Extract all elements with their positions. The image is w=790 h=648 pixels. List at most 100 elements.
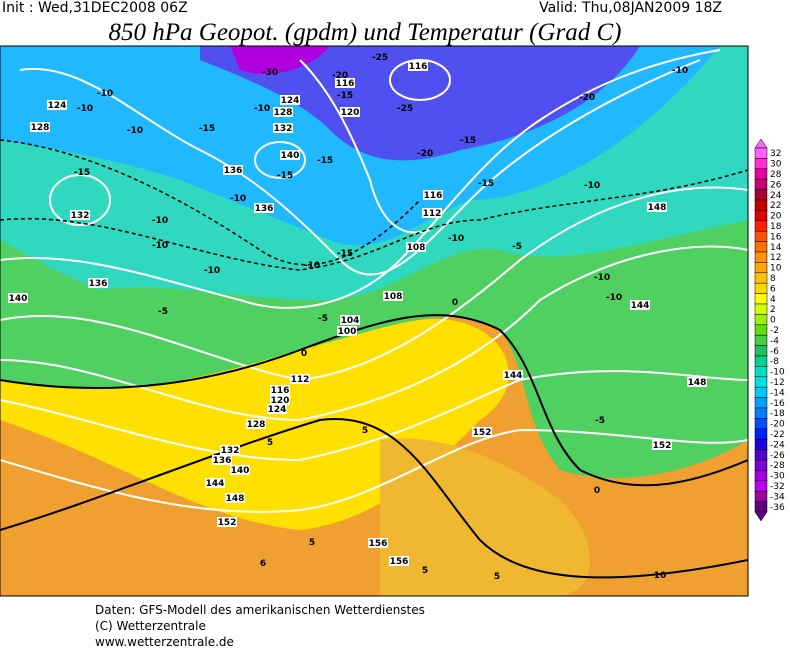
label-box (30, 122, 50, 132)
label-box (223, 165, 243, 175)
colorbar-swatch (754, 293, 768, 305)
colorbar-swatch (754, 324, 768, 336)
colorbar-swatch (754, 251, 768, 263)
colorbar-label: -34 (770, 492, 785, 502)
colorbar-label: -20 (770, 420, 785, 430)
contour-label: 128 (274, 108, 293, 118)
contour-label: -10 (127, 126, 143, 136)
contour-label: 136 (255, 204, 274, 214)
colorbar-swatch (754, 501, 768, 513)
colorbar-label: 30 (770, 160, 782, 170)
label-box (88, 278, 108, 288)
contour-label: 5 (267, 438, 273, 448)
contour-label: 144 (206, 479, 225, 489)
contour-label: -10 (584, 181, 600, 191)
contour-label: -25 (397, 104, 413, 114)
colorbar-swatch (754, 345, 768, 357)
contour-label: 5 (362, 426, 368, 436)
valid-time: Valid: Thu,08JAN2009 18Z (539, 0, 722, 16)
cold-area (200, 46, 640, 161)
contour-label: -5 (512, 242, 522, 252)
contour-label: 5 (494, 572, 500, 582)
contour-label: 124 (281, 96, 300, 106)
colorbar-swatch (754, 470, 768, 482)
colorbar-swatch (754, 418, 768, 430)
colorbar-label: -32 (770, 482, 785, 492)
contour-label: -10 (97, 89, 113, 99)
contour-label: -15 (199, 124, 215, 134)
colorbar-swatch (754, 220, 768, 232)
colorbar-label: -22 (770, 430, 785, 440)
contour-label: 148 (688, 378, 707, 388)
contour-label: -10 (672, 66, 688, 76)
colorbar-swatch (754, 428, 768, 440)
contour-label: -15 (337, 249, 353, 259)
label-box (647, 202, 667, 212)
label-box (472, 427, 492, 437)
coldest-area (230, 46, 330, 74)
label-box (254, 203, 274, 213)
contour-label: 152 (653, 441, 672, 451)
colorbar-label: 16 (770, 232, 782, 242)
label-box (270, 395, 290, 405)
colorbar-swatch (754, 147, 768, 159)
colorbar-swatch (754, 189, 768, 201)
label-box (280, 95, 300, 105)
contour-label: 148 (648, 203, 667, 213)
contour-label: -20 (579, 93, 595, 103)
colorbar-label: -14 (770, 388, 785, 398)
contour-label: 140 (281, 151, 300, 161)
colorbar-label: -36 (770, 503, 785, 513)
contour-label: -10 (152, 241, 168, 251)
contour-label: 112 (423, 209, 442, 219)
colorbar-label: 8 (770, 274, 776, 284)
contour-label: 136 (213, 456, 232, 466)
colorbar-label: 24 (770, 191, 782, 201)
colorbar-label: 32 (770, 149, 781, 159)
contour-label: 132 (221, 446, 240, 456)
footer-line: www.wetterzentrale.de (95, 635, 234, 648)
contour-label: 136 (89, 279, 108, 289)
label-box (687, 377, 707, 387)
contour-label: 148 (226, 494, 245, 504)
contour-label: 10 (654, 571, 667, 581)
contour-label: -15 (74, 168, 90, 178)
colorbar-swatch (754, 303, 768, 315)
colorbar-label: -24 (770, 440, 785, 450)
colorbar-label: -4 (770, 336, 779, 346)
colorbar-swatch (754, 386, 768, 398)
contour-label: 136 (224, 166, 243, 176)
contour-label: 108 (407, 243, 426, 253)
label-box (503, 370, 523, 380)
colorbar-swatch (754, 449, 768, 461)
contour-label: 128 (31, 123, 50, 133)
contour-label: -10 (304, 261, 320, 271)
label-box (246, 419, 266, 429)
colorbar-label: 10 (770, 264, 782, 274)
colorbar-swatch (754, 272, 768, 284)
contour-label: 132 (274, 124, 293, 134)
contour-label: 6 (260, 559, 266, 569)
colorbar-label: 18 (770, 222, 782, 232)
colorbar-swatch (754, 230, 768, 242)
label-box (406, 242, 426, 252)
label-box (270, 385, 290, 395)
label-box (273, 123, 293, 133)
contour-label: 116 (336, 79, 355, 89)
colorbar-swatch (754, 407, 768, 419)
contour-label: 112 (291, 375, 310, 385)
label-box (408, 61, 428, 71)
contour-label: 0 (301, 349, 307, 359)
map-title: 850 hPa Geopot. (gpdm) und Temperatur (G… (109, 19, 622, 46)
label-box (205, 478, 225, 488)
label-box (280, 150, 300, 160)
contour-label: -15 (337, 91, 353, 101)
contour-label: 128 (247, 420, 266, 430)
colorbar-label: -16 (770, 399, 785, 409)
label-box (230, 465, 250, 475)
label-box (217, 517, 237, 527)
label-box (335, 78, 355, 88)
contour-label: 5 (309, 538, 315, 548)
contour-label: -5 (158, 307, 168, 317)
